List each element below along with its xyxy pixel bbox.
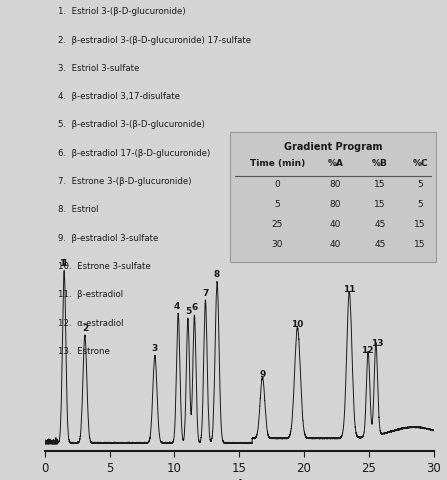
Text: %C: %C	[413, 159, 428, 168]
Text: Time (min): Time (min)	[249, 159, 305, 168]
Text: 2.  β-estradiol 3-(β-D-glucuronide) 17-sulfate: 2. β-estradiol 3-(β-D-glucuronide) 17-su…	[58, 36, 251, 45]
Text: 13.  Estrone: 13. Estrone	[58, 347, 110, 356]
Text: %A: %A	[327, 159, 343, 168]
Text: 15: 15	[374, 200, 386, 209]
Text: 15: 15	[414, 220, 426, 229]
Text: 8: 8	[214, 270, 220, 279]
Text: 10: 10	[291, 320, 304, 329]
Text: 8.  Estriol: 8. Estriol	[58, 205, 99, 215]
Text: 6.  β-estradiol 17-(β-D-glucuronide): 6. β-estradiol 17-(β-D-glucuronide)	[58, 149, 211, 158]
Text: 3: 3	[152, 344, 158, 353]
Text: 10.  Estrone 3-sulfate: 10. Estrone 3-sulfate	[58, 262, 151, 271]
Text: 45: 45	[374, 220, 386, 229]
Text: 13: 13	[371, 338, 384, 348]
Text: 5: 5	[185, 307, 191, 316]
Text: 15: 15	[414, 240, 426, 250]
Text: 12: 12	[361, 346, 373, 355]
Text: 5: 5	[417, 200, 423, 209]
Text: 9.  β-estradiol 3-sulfate: 9. β-estradiol 3-sulfate	[58, 234, 159, 243]
Text: 1: 1	[61, 259, 67, 268]
Text: 80: 80	[329, 200, 341, 209]
Text: 4: 4	[174, 301, 180, 311]
Text: 45: 45	[374, 240, 386, 250]
Text: 6: 6	[191, 303, 198, 312]
Text: 7.  Estrone 3-(β-D-glucuronide): 7. Estrone 3-(β-D-glucuronide)	[58, 177, 192, 186]
Text: 7: 7	[202, 288, 209, 298]
Text: %B: %B	[372, 159, 388, 168]
Text: Gradient Program: Gradient Program	[284, 142, 382, 152]
X-axis label: Min: Min	[227, 479, 252, 480]
Text: 25: 25	[271, 220, 283, 229]
Text: 11: 11	[343, 285, 355, 294]
Text: 9: 9	[259, 370, 266, 379]
Text: 15: 15	[374, 180, 386, 189]
Text: 80: 80	[329, 180, 341, 189]
Text: 40: 40	[329, 220, 341, 229]
Text: 0: 0	[274, 180, 280, 189]
Text: 2: 2	[82, 324, 88, 333]
Text: 5: 5	[417, 180, 423, 189]
Text: 30: 30	[271, 240, 283, 250]
Text: 4.  β-estradiol 3,17-disulfate: 4. β-estradiol 3,17-disulfate	[58, 92, 180, 101]
Text: 12.  α-estradiol: 12. α-estradiol	[58, 319, 124, 328]
Text: 1: 1	[59, 259, 65, 268]
Text: 40: 40	[329, 240, 341, 250]
Text: 5.  β-estradiol 3-(β-D-glucuronide): 5. β-estradiol 3-(β-D-glucuronide)	[58, 120, 205, 130]
Text: 3.  Estriol 3-sulfate: 3. Estriol 3-sulfate	[58, 64, 139, 73]
Text: 11.  β-estradiol: 11. β-estradiol	[58, 290, 123, 300]
Text: 5: 5	[274, 200, 280, 209]
Text: 1.  Estriol 3-(β-D-glucuronide): 1. Estriol 3-(β-D-glucuronide)	[58, 7, 186, 16]
